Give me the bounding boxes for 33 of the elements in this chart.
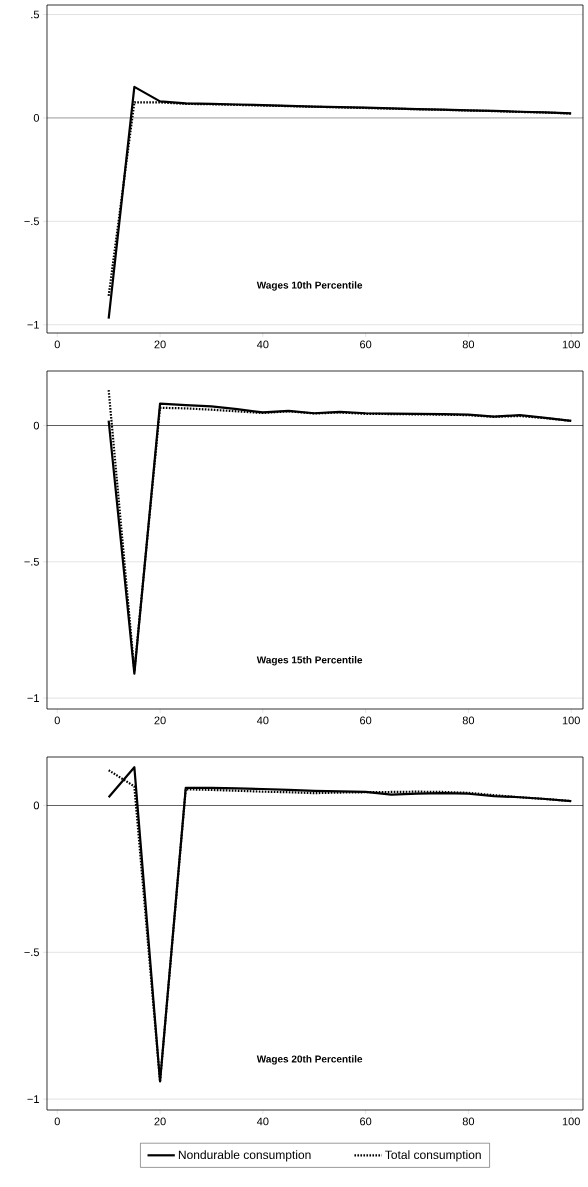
x-tick-label: 40 — [256, 340, 269, 349]
y-tick-label: 0 — [33, 421, 40, 430]
y-tick-label: −1 — [27, 320, 39, 329]
x-tick-label: 20 — [154, 340, 166, 349]
y-tick-label: −1 — [27, 1095, 39, 1103]
y-tick-label: −.5 — [24, 217, 39, 226]
x-tick-label: 0 — [54, 716, 60, 725]
y-tick-label: 0 — [33, 801, 40, 810]
legend-label: Total consumption — [385, 1150, 481, 1162]
x-tick-label: 100 — [562, 716, 580, 725]
text: Wages 15th Percentile — [256, 656, 363, 666]
x-tick-label: 80 — [462, 716, 475, 725]
x-tick-label: 60 — [360, 1117, 372, 1126]
x-tick-label: 60 — [360, 340, 372, 349]
x-tick-label: 80 — [462, 340, 475, 349]
x-tick-label: 60 — [360, 716, 372, 725]
y-tick-label: −.5 — [24, 948, 39, 957]
x-tick-label: 0 — [54, 340, 60, 349]
y-tick-label: −1 — [27, 694, 39, 702]
x-tick-label: 40 — [256, 716, 269, 725]
x-tick-label: 80 — [462, 1117, 475, 1126]
y-tick-label: .5 — [31, 10, 39, 19]
x-tick-label: 0 — [54, 1117, 60, 1126]
x-tick-label: 100 — [562, 1117, 580, 1126]
x-tick-label: 40 — [256, 1117, 269, 1126]
y-tick-label: 0 — [33, 114, 40, 122]
x-tick-label: 20 — [154, 1117, 166, 1126]
x-tick-label: 100 — [562, 340, 580, 349]
text: Wages 10th Percentile — [256, 281, 363, 291]
text: Wages 20th Percentile — [256, 1055, 363, 1065]
x-tick-label: 20 — [154, 716, 166, 725]
y-tick-label: −.5 — [24, 557, 39, 566]
legend-label: Nondurable consumption — [178, 1150, 311, 1162]
